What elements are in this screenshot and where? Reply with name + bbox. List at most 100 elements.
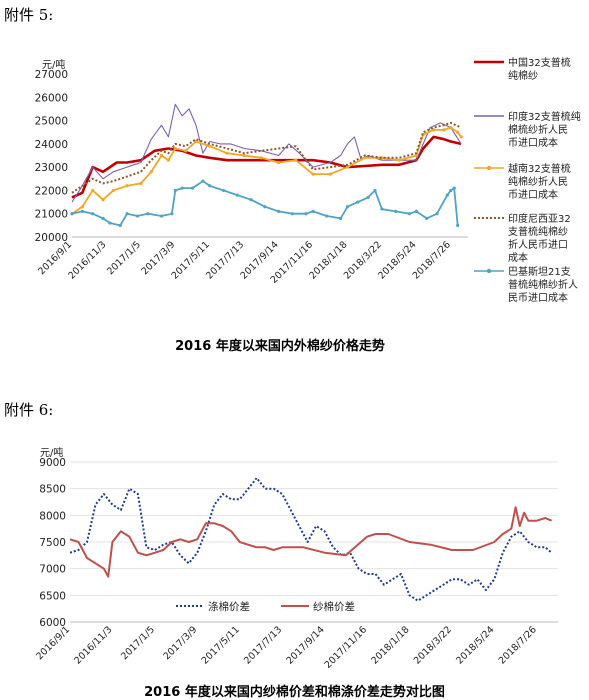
series-line-4 (71, 180, 459, 227)
series-4-point (425, 216, 429, 220)
series-2-point (208, 144, 212, 148)
series-2-point (259, 156, 263, 160)
y-tick-label: 8000 (39, 510, 66, 522)
y-axis-unit: 元/吨 (42, 58, 65, 71)
legend-entry: 中国32支普梳纯棉纱中国32支普梳纯棉纱 (474, 56, 571, 82)
legend-entry: 印度32支普梳纯棉梳纱折人民币进口成本印度32支普梳纯棉纱折人民币进口成本 (474, 110, 581, 149)
x-tick-label: 2018/7/26 (497, 624, 539, 666)
y-tick-label: 24000 (35, 139, 68, 151)
legend-label: 巴基斯坦21支普梳纯棉纱折人民币进口成本巴基斯坦21支普梳纯棉纱折人民币进口成本 (508, 265, 578, 304)
series-4-point (170, 212, 174, 216)
x-tick-label: 2018/5/24 (454, 624, 496, 666)
series-4-point (414, 209, 418, 213)
legend-marker (486, 268, 492, 274)
series-2-point (431, 128, 436, 132)
y-tick-label: 22000 (35, 185, 68, 197)
y-tick-label: 6500 (39, 590, 66, 602)
legend-marker (486, 165, 492, 171)
x-tick-label: 2016/9/1 (34, 624, 72, 662)
series-4-point (146, 212, 150, 216)
series-2-point (242, 153, 246, 158)
series-4-point (221, 188, 226, 193)
y-tick-label: 9000 (39, 457, 66, 469)
series-2-point (173, 146, 177, 151)
series-4-point (380, 207, 384, 211)
x-tick-label: 2017/1/5 (119, 624, 157, 662)
series-4-point (263, 205, 267, 209)
series-4-point (159, 214, 164, 218)
series-4-point (456, 223, 460, 227)
series-4-point (311, 209, 315, 213)
series-4-point (180, 186, 184, 190)
series-2-point (456, 130, 460, 134)
y-tick-label: 6000 (39, 617, 66, 629)
series-4-point (445, 193, 449, 197)
y-tick-label: 23000 (35, 162, 68, 174)
series-4-point (356, 200, 360, 204)
series-4-point (80, 209, 84, 213)
x-tick-label: 2017/5/11 (200, 624, 242, 666)
x-tick-label: 2017/3/9 (161, 624, 199, 662)
series-2-point (125, 184, 129, 188)
legend-label: 印度尼西亚32 支普梳纯棉纱折人民币进口成本印度尼西亚32支普梳纯棉纱折人民币进口… (508, 212, 571, 264)
legend-label: 纱棉价差 (313, 600, 355, 613)
series-4-point (235, 193, 239, 197)
series-4-point (118, 223, 122, 227)
series-2-point (459, 135, 463, 139)
legend-entry: 印度尼西亚32 支普梳纯棉纱折人民币进口成本印度尼西亚32支普梳纯棉纱折人民币进口… (474, 212, 571, 264)
legend-entry: 巴基斯坦21支普梳纯棉纱折人民币进口成本巴基斯坦21支普梳纯棉纱折人民币进口成本 (474, 265, 578, 304)
series-4-point (373, 188, 377, 193)
series-2-point (111, 188, 115, 193)
y-tick-label: 25000 (35, 116, 68, 128)
y-tick-label: 7000 (39, 564, 66, 576)
series-4-point (91, 212, 95, 216)
series-4-point (290, 212, 294, 216)
y-tick-label: 8500 (39, 484, 66, 496)
legend-label: 印度32支普梳纯棉梳纱折人民币进口成本印度32支普梳纯棉纱折人民币进口成本 (508, 110, 581, 149)
y-axis-unit: 元/吨 (40, 446, 63, 459)
series-2-point (311, 172, 315, 176)
series-4-point (173, 188, 177, 193)
series-4-point (345, 205, 350, 209)
series-2-point (277, 160, 281, 165)
x-tick-label: 2018/3/22 (412, 624, 454, 666)
chart1-title: 2016 年度以来国内外棉纱价格走势 (175, 339, 385, 354)
series-2-point (91, 188, 95, 193)
series-line-0 (71, 135, 462, 199)
series-2-point (294, 158, 298, 162)
x-tick-label: 2018/1/18 (369, 624, 411, 666)
annex-5-label: 附件 5: (4, 6, 54, 24)
series-4-point (304, 212, 308, 216)
x-tick-label: 2016/11/3 (72, 624, 114, 666)
legend-label: 越南32支普梳纯棉纱折人民币进口成本越南32支普梳纯棉纱折人民币进口成本 (508, 162, 571, 201)
series-4-point (70, 212, 74, 216)
x-tick-label: 2017/7/13 (242, 624, 284, 666)
series-4-point (449, 188, 453, 193)
y-tick-label: 26000 (35, 92, 68, 104)
x-tick-label: 2017/9/14 (285, 624, 327, 666)
y-tick-label: 7500 (39, 537, 66, 549)
series-4-point (435, 212, 439, 216)
series-4-point (190, 186, 195, 190)
legend-label: 中国32支普梳纯棉纱中国32支普梳纯棉纱 (508, 56, 571, 82)
chart2-title: 2016 年度以来国内纱棉价差和棉涤价差走势对比图 (144, 685, 445, 700)
series-line-1 (69, 506, 552, 578)
series-4-point (277, 209, 281, 213)
series-4-point (452, 186, 456, 190)
series-4-point (108, 221, 112, 225)
series-2-point (449, 125, 453, 130)
series-2-point (159, 153, 164, 158)
series-4-point (249, 198, 253, 202)
series-4-point (201, 179, 205, 183)
series-2-point (345, 165, 350, 169)
series-2-point (166, 158, 171, 162)
cotton-yarn-price-chart: 20000 21000 22000 23000 24000 25000 26000 27000… (35, 56, 581, 304)
y-tick-label: 21000 (35, 209, 68, 221)
series-2-point (101, 198, 105, 202)
series-2-point (80, 205, 84, 209)
series-4-point (125, 212, 129, 216)
series-line-3 (71, 121, 462, 194)
series-4-point (101, 216, 105, 220)
series-4-point (208, 184, 212, 188)
